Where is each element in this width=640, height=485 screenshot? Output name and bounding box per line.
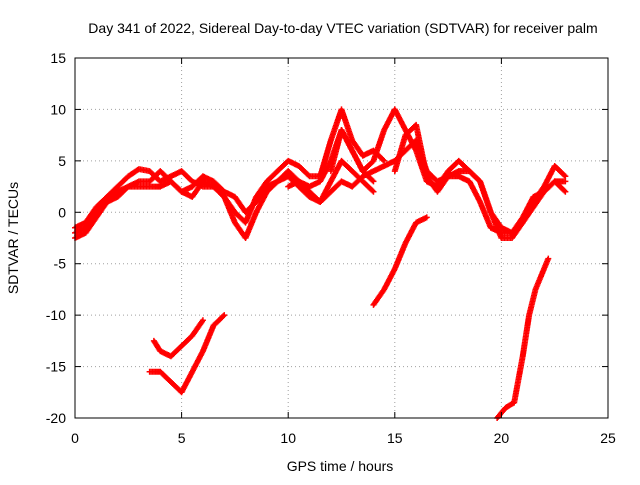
y-axis-label: SDTVAR / TECUs (5, 182, 21, 294)
series-track-10 (494, 255, 552, 421)
data-point (220, 313, 227, 320)
y-tick-label: -20 (46, 410, 66, 426)
x-tick-label: 10 (280, 430, 296, 446)
data-point (369, 187, 376, 194)
data-point (562, 173, 569, 180)
x-axis-label: GPS time / hours (287, 458, 394, 474)
y-tick-label: 5 (58, 153, 66, 169)
chart-title: Day 341 of 2022, Sidereal Day-to-day VTE… (88, 20, 597, 36)
x-tick-label: 20 (494, 430, 510, 446)
series-track-9 (370, 214, 430, 308)
series-track-7 (150, 317, 206, 360)
data-point (199, 317, 206, 324)
plot-frame (74, 57, 609, 419)
data-point (381, 157, 388, 164)
y-tick-label: 15 (50, 50, 66, 66)
y-tick-label: 0 (58, 204, 66, 220)
data-point (380, 156, 387, 163)
data-point (370, 178, 377, 185)
data-point (545, 255, 552, 262)
x-tick-label: 15 (387, 430, 403, 446)
x-tick-label: 0 (71, 430, 79, 446)
series-track-8 (146, 312, 228, 396)
x-tick-label: 5 (178, 430, 186, 446)
axes: 0 5 10 15 20 25 -20 -15 -10 -5 0 5 10 15 (46, 50, 616, 446)
data-marks (72, 106, 569, 421)
series-track-6 (391, 121, 569, 236)
data-point (369, 177, 376, 184)
series-track-3 (72, 157, 377, 241)
data-point (370, 188, 377, 195)
y-tick-label: -5 (54, 256, 67, 272)
data-point (561, 187, 568, 194)
data-point (561, 172, 568, 179)
data-point (423, 214, 430, 221)
data-point (221, 312, 228, 319)
y-tick-label: -15 (46, 359, 66, 375)
x-tick-label: 25 (600, 430, 616, 446)
y-tick-label: -10 (46, 307, 66, 323)
y-tick-label: 10 (50, 101, 66, 117)
data-point (562, 178, 569, 185)
data-point (562, 188, 569, 195)
